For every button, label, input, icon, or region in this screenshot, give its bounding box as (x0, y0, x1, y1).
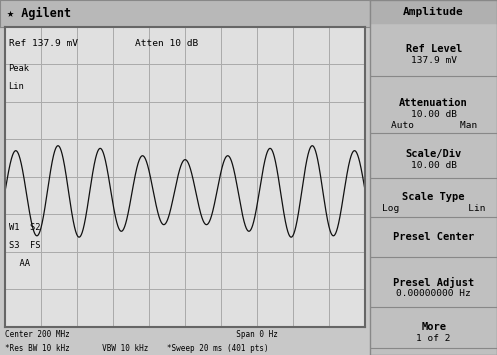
Text: Lin: Lin (8, 82, 24, 91)
Text: W1  S2: W1 S2 (8, 223, 40, 232)
Text: Ref 137.9 mV: Ref 137.9 mV (8, 39, 78, 48)
Text: Amplitude: Amplitude (403, 7, 464, 17)
Text: Auto        Man: Auto Man (391, 121, 477, 130)
Text: Presel Center: Presel Center (393, 232, 474, 242)
Text: 1 of 2: 1 of 2 (416, 334, 451, 343)
Text: 0.00000000 Hz: 0.00000000 Hz (396, 289, 471, 298)
Text: More: More (421, 322, 446, 332)
Text: 137.9 mV: 137.9 mV (411, 56, 457, 65)
Text: ★ Agilent: ★ Agilent (7, 7, 72, 20)
Text: Scale/Div: Scale/Div (406, 149, 462, 159)
Text: S3  FS: S3 FS (8, 241, 40, 250)
Text: Attenuation: Attenuation (399, 98, 468, 108)
Text: Log            Lin: Log Lin (382, 204, 486, 213)
Text: Ref Level: Ref Level (406, 44, 462, 54)
Text: Atten 10 dB: Atten 10 dB (135, 39, 198, 48)
Text: Presel Adjust: Presel Adjust (393, 277, 474, 288)
Text: Center 200 MHz                                    Span 0 Hz: Center 200 MHz Span 0 Hz (5, 329, 278, 339)
Text: 10.00 dB: 10.00 dB (411, 161, 457, 170)
Text: Scale Type: Scale Type (403, 192, 465, 202)
Bar (370, 0, 497, 23)
Text: Peak: Peak (8, 64, 30, 73)
Text: *Res BW 10 kHz       VBW 10 kHz    *Sweep 20 ms (401 pts): *Res BW 10 kHz VBW 10 kHz *Sweep 20 ms (… (5, 344, 268, 353)
Text: AA: AA (8, 259, 30, 268)
Text: 10.00 dB: 10.00 dB (411, 110, 457, 119)
